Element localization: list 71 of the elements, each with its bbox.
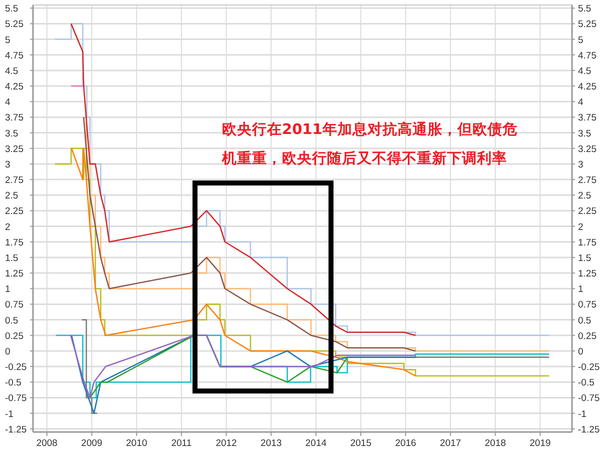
y-tick-label: 0.25 bbox=[5, 330, 24, 342]
line-series bbox=[70, 334, 416, 398]
y2-tick-label: 3 bbox=[578, 159, 584, 170]
y-tick-label: 5 bbox=[5, 34, 10, 46]
y-tick-label: -0.25 bbox=[5, 362, 27, 374]
y-tick-label: 1 bbox=[5, 284, 10, 296]
x-tick-label: 2011 bbox=[171, 438, 192, 449]
y-tick-label: 1.75 bbox=[5, 237, 24, 248]
y2-tick-label: -1.25 bbox=[578, 424, 600, 436]
y-tick-label: 0.5 bbox=[5, 315, 18, 326]
y-tick-label: 2.75 bbox=[5, 175, 24, 186]
y-tick-label: 2.25 bbox=[5, 206, 24, 218]
y2-tick-label: 1.5 bbox=[578, 252, 592, 264]
x-tick-label: 2014 bbox=[305, 438, 327, 449]
y-tick-label: 4.75 bbox=[5, 50, 24, 62]
x-tick-label: 2010 bbox=[126, 438, 148, 449]
y2-tick-label: -0.75 bbox=[578, 393, 600, 404]
x-tick-label: 2008 bbox=[36, 438, 58, 449]
y-tick-label: 2.5 bbox=[5, 190, 18, 202]
y2-tick-label: 4 bbox=[578, 97, 584, 108]
y2-tick-label: 2.25 bbox=[578, 206, 596, 218]
y2-tick-label: 0.75 bbox=[578, 300, 596, 311]
y2-tick-label: 1 bbox=[578, 284, 584, 296]
x-tick-label: 2013 bbox=[260, 438, 282, 449]
y-tick-label: 4.5 bbox=[5, 66, 18, 77]
x-tick-label: 2016 bbox=[395, 438, 416, 449]
x-tick-label: 2015 bbox=[350, 438, 372, 449]
y2-tick-label: -0.25 bbox=[578, 362, 600, 374]
y-tick-label: 4.25 bbox=[5, 82, 24, 93]
y2-tick-label: 1.75 bbox=[578, 237, 596, 248]
y-tick-label: -0.5 bbox=[5, 378, 22, 389]
y2-tick-label: 0.25 bbox=[578, 330, 596, 342]
y-tick-label: 0.75 bbox=[5, 300, 24, 311]
y-tick-label: 3 bbox=[5, 159, 10, 170]
y2-tick-label: -1 bbox=[578, 408, 586, 420]
y2-tick-label: 4.25 bbox=[578, 82, 596, 93]
line-series bbox=[70, 148, 416, 377]
y-tick-label: 5.25 bbox=[5, 19, 24, 30]
x-tick-label: 2019 bbox=[530, 438, 551, 449]
y-tick-label: -1 bbox=[5, 408, 14, 420]
x-tick-label: 2009 bbox=[81, 438, 102, 449]
y-tick-label: 0 bbox=[5, 346, 10, 358]
y-tick-label: 4 bbox=[5, 97, 10, 108]
y-tick-label: 3.75 bbox=[5, 112, 24, 124]
x-tick-label: 2018 bbox=[484, 438, 506, 449]
y-tick-label: 1.25 bbox=[5, 268, 24, 280]
y2-tick-label: 0.5 bbox=[578, 315, 592, 326]
y2-tick-label: 2 bbox=[578, 222, 584, 233]
y2-tick-label: 3.75 bbox=[578, 112, 596, 124]
y2-tick-label: 5.25 bbox=[578, 19, 596, 30]
y-tick-label: 3.25 bbox=[5, 144, 24, 155]
y-tick-label: 1.5 bbox=[5, 252, 18, 264]
y-tick-label: 2 bbox=[5, 222, 10, 233]
y-tick-label: -1.25 bbox=[5, 424, 27, 436]
annotation: 欧央行在2011年加息对抗高通胀，但欧债危机重重，欧央行随后又不得不重新下调利率 bbox=[221, 120, 518, 167]
y2-tick-label: 0 bbox=[578, 346, 584, 358]
y2-tick-label: 2.75 bbox=[578, 175, 596, 186]
x-tick-label: 2017 bbox=[440, 438, 462, 449]
y2-tick-label: 2.5 bbox=[578, 190, 592, 202]
y2-tick-label: 3.25 bbox=[578, 144, 596, 155]
x-tick-label: 2012 bbox=[216, 438, 237, 449]
y2-tick-label: -0.5 bbox=[578, 378, 594, 389]
y2-tick-label: 1.25 bbox=[578, 268, 596, 280]
y2-tick-label: 4.5 bbox=[578, 66, 592, 77]
y-tick-label: -0.75 bbox=[5, 393, 27, 404]
y2-tick-label: 3.5 bbox=[578, 128, 592, 140]
y2-tick-label: 5.5 bbox=[578, 4, 592, 15]
y-tick-label: 5.5 bbox=[5, 4, 18, 15]
y2-tick-label: 5 bbox=[578, 34, 584, 46]
y-tick-label: 3.5 bbox=[5, 128, 18, 140]
y2-tick-label: 4.75 bbox=[578, 50, 596, 62]
